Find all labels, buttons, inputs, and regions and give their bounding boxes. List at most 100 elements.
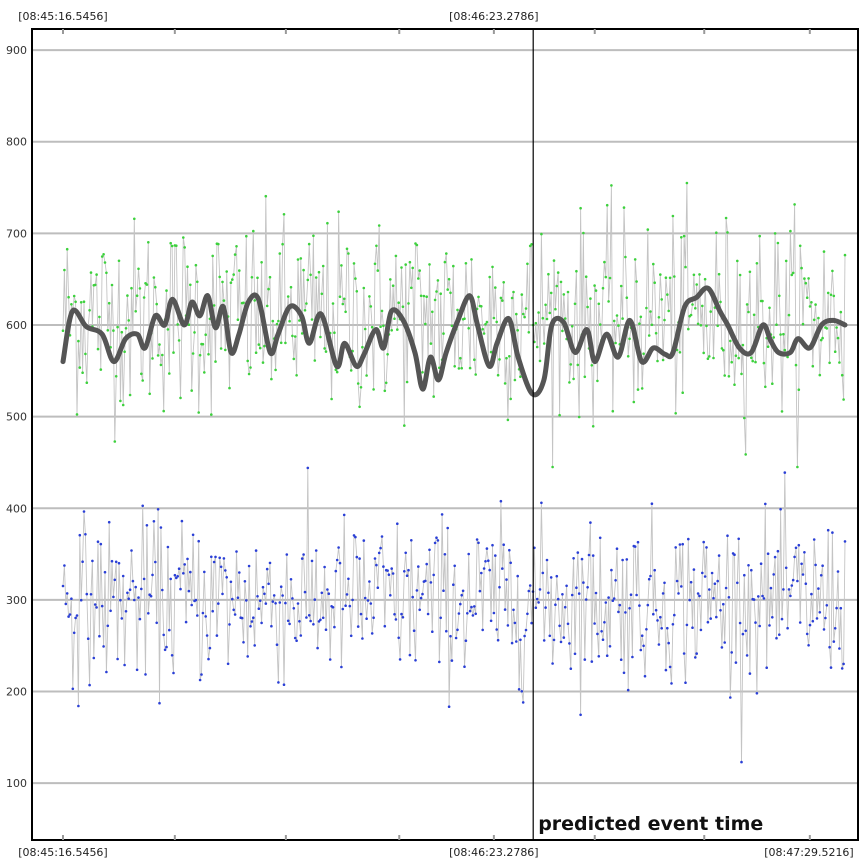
data-point-lower-noisy	[238, 571, 241, 574]
data-point-lower-noisy	[128, 588, 132, 591]
data-point-lower-noisy	[737, 537, 740, 541]
data-point-upper-noisy	[660, 298, 663, 301]
data-point-upper-noisy	[680, 236, 683, 239]
data-point-upper-noisy	[359, 386, 363, 389]
data-point-lower-noisy	[744, 629, 747, 633]
data-point-lower-noisy	[779, 507, 782, 511]
data-point-lower-noisy	[95, 606, 98, 609]
data-point-upper-noisy	[340, 264, 343, 267]
data-point-lower-noisy	[671, 623, 675, 626]
data-point-lower-noisy	[410, 539, 413, 542]
data-point-upper-noisy	[168, 372, 171, 375]
data-point-lower-noisy	[713, 582, 717, 585]
data-point-lower-noisy	[184, 620, 188, 624]
data-point-lower-noisy	[88, 683, 91, 687]
data-point-lower-noisy	[688, 598, 691, 602]
data-point-lower-noisy	[313, 598, 317, 601]
data-point-lower-noisy	[165, 645, 168, 649]
data-point-upper-noisy	[705, 324, 708, 328]
y-tick-label: 300	[6, 594, 27, 607]
data-point-upper-noisy	[764, 385, 767, 389]
data-point-lower-noisy	[461, 589, 465, 593]
data-point-upper-noisy	[736, 259, 739, 263]
data-point-upper-noisy	[246, 359, 249, 363]
data-point-lower-noisy	[133, 598, 136, 602]
data-point-upper-noisy	[219, 347, 223, 350]
data-point-upper-noisy	[77, 339, 80, 343]
data-point-lower-noisy	[233, 613, 237, 616]
data-point-lower-noisy	[127, 597, 130, 600]
data-point-lower-noisy	[498, 585, 501, 589]
data-point-lower-noisy	[797, 543, 801, 547]
data-point-upper-noisy	[96, 347, 100, 351]
data-point-upper-noisy	[642, 352, 645, 356]
data-point-upper-noisy	[407, 302, 410, 305]
data-point-upper-noisy	[284, 341, 287, 345]
data-point-lower-noisy	[673, 613, 676, 617]
data-point-upper-noisy	[193, 331, 196, 334]
data-point-upper-noisy	[782, 332, 785, 336]
data-point-upper-noisy	[604, 275, 608, 279]
data-point-upper-noisy	[302, 268, 305, 272]
data-point-upper-noisy	[657, 316, 661, 319]
data-point-upper-noisy	[333, 331, 336, 335]
data-point-lower-noisy	[278, 601, 282, 604]
data-point-upper-noisy	[527, 331, 531, 334]
data-point-lower-noisy	[208, 646, 212, 650]
data-point-lower-noisy	[65, 592, 69, 595]
data-point-lower-noisy	[289, 578, 293, 581]
data-point-upper-noisy	[349, 369, 353, 372]
data-point-upper-noisy	[201, 342, 205, 346]
data-point-lower-noisy	[505, 578, 508, 581]
data-point-upper-noisy	[829, 293, 833, 297]
data-point-lower-noisy	[99, 542, 103, 546]
data-point-upper-noisy	[463, 317, 466, 321]
data-point-upper-noisy	[558, 413, 561, 417]
data-point-lower-noisy	[211, 609, 214, 613]
data-point-upper-noisy	[566, 290, 570, 294]
data-point-upper-noisy	[400, 266, 403, 269]
data-point-upper-noisy	[126, 294, 129, 297]
data-point-lower-noisy	[559, 640, 563, 644]
data-point-lower-noisy	[282, 683, 286, 686]
data-point-upper-noisy	[98, 315, 101, 319]
data-point-upper-noisy	[358, 405, 361, 409]
data-point-lower-noisy	[323, 565, 326, 569]
y-tick-label: 100	[6, 777, 27, 790]
data-point-lower-noisy	[355, 555, 359, 559]
data-point-lower-noisy	[91, 559, 94, 563]
data-point-lower-noisy	[169, 577, 172, 581]
data-point-lower-noisy	[568, 642, 571, 645]
data-point-lower-noisy	[524, 628, 528, 632]
data-point-upper-noisy	[363, 327, 367, 331]
data-point-upper-noisy	[63, 268, 66, 272]
data-point-lower-noisy	[745, 654, 749, 657]
data-point-upper-noisy	[822, 250, 826, 253]
data-point-lower-noisy	[340, 665, 343, 669]
data-point-upper-noisy	[698, 273, 701, 276]
data-point-upper-noisy	[194, 263, 198, 267]
data-point-lower-noisy	[842, 662, 845, 666]
data-point-lower-noisy	[215, 634, 219, 637]
data-point-lower-noisy	[611, 599, 615, 602]
data-point-lower-noisy	[425, 562, 429, 566]
data-point-lower-noisy	[79, 598, 83, 602]
data-point-lower-noisy	[723, 641, 726, 644]
data-point-lower-noisy	[552, 638, 556, 642]
data-point-upper-noisy	[82, 300, 86, 304]
data-point-lower-noisy	[605, 654, 609, 657]
data-point-lower-noisy	[520, 690, 524, 693]
data-point-lower-noisy	[435, 536, 438, 539]
data-point-lower-noisy	[793, 555, 796, 559]
data-point-lower-noisy	[145, 524, 149, 527]
data-point-upper-noisy	[368, 295, 371, 298]
data-point-lower-noisy	[513, 621, 517, 625]
data-point-upper-noisy	[403, 424, 406, 427]
data-point-lower-noisy	[635, 593, 638, 597]
data-point-upper-noisy	[334, 368, 338, 372]
data-point-lower-noisy	[342, 513, 346, 517]
data-point-upper-noisy	[337, 210, 340, 213]
data-point-lower-noisy	[594, 591, 598, 595]
data-point-lower-noisy	[764, 502, 767, 506]
data-point-lower-noisy	[240, 616, 244, 620]
